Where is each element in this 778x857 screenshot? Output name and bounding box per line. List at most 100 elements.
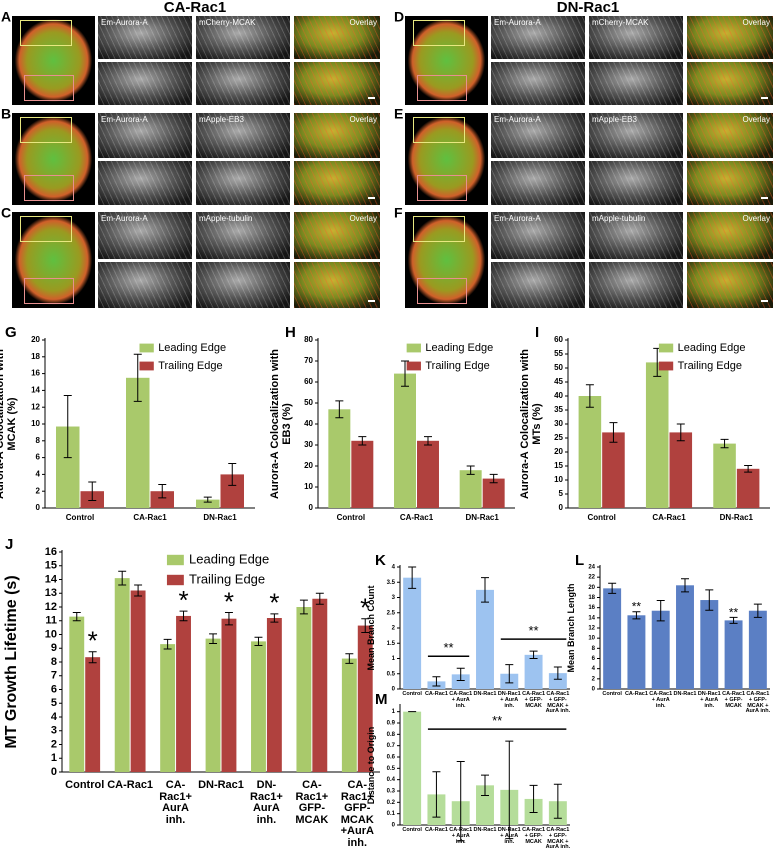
legend-swatch	[139, 343, 154, 353]
y-tick-label: 16	[588, 605, 595, 611]
micrograph	[687, 212, 773, 259]
y-tick-label: 0.9	[387, 721, 396, 727]
panel-letter: E	[394, 106, 403, 122]
y-tick-label: 7	[51, 670, 57, 682]
micrograph	[294, 160, 380, 205]
y-tick-label: 2.5	[387, 610, 396, 616]
y-tick-label: 0.3	[387, 789, 396, 795]
bar	[56, 426, 80, 508]
y-axis-label: Mean Branch Length	[566, 583, 577, 673]
bar	[482, 478, 505, 508]
legend-label: Leading Edge	[189, 551, 269, 566]
micrograph	[589, 212, 683, 259]
channel-label: Overlay	[349, 214, 377, 223]
legend-label: Trailing Edge	[425, 360, 489, 372]
y-tick-label: 20	[554, 447, 563, 456]
error-bar	[224, 612, 233, 626]
channel-label: Em-Aurora-A	[101, 18, 148, 27]
bar	[676, 585, 694, 689]
error-bar	[315, 592, 324, 605]
significance-label: **	[529, 623, 539, 638]
legend-label: Leading Edge	[158, 342, 226, 354]
error-bar	[481, 577, 489, 603]
y-tick-label: 0	[36, 503, 41, 512]
x-tick-label: Control	[587, 513, 616, 522]
micrograph	[491, 212, 585, 259]
bar	[403, 577, 422, 689]
y-tick-label: 1.5	[387, 641, 396, 647]
micrograph	[687, 113, 773, 158]
y-tick-label: 30	[554, 419, 563, 428]
channel-label: Overlay	[742, 214, 770, 223]
y-tick-label: 0.6	[387, 755, 396, 761]
x-tick-label: Control	[65, 779, 105, 791]
panel-letter: K	[375, 552, 386, 569]
error-bar	[505, 664, 514, 684]
bar	[176, 615, 191, 772]
error-bar	[529, 784, 538, 814]
channel-label: Overlay	[349, 115, 377, 124]
x-tick-label: DN-Rac1+ AurA inh.	[250, 779, 283, 826]
micrograph	[196, 160, 290, 205]
y-tick-label: 0	[309, 503, 314, 512]
y-axis-label: Aurora-A Colocalization with MCAK (%)	[0, 349, 18, 499]
bar	[736, 468, 760, 508]
x-tick-label: CA-Rac1	[652, 513, 686, 522]
error-bar	[681, 578, 689, 593]
x-tick-label: DN-Rac1	[198, 779, 244, 791]
y-axis-label: MT Growth Lifetime (s)	[2, 575, 20, 749]
y-tick-label: 10	[554, 475, 563, 484]
error-bar	[401, 360, 410, 387]
channel-label: mApple-tubulin	[199, 214, 253, 223]
micrograph	[491, 261, 585, 308]
group-title: CA-Rac1	[164, 0, 227, 16]
error-bar	[203, 496, 212, 503]
legend-label: Trailing Edge	[158, 360, 222, 372]
error-bar	[529, 650, 538, 659]
y-axis-label: Aurora-A Colocalization with EB3 (%)	[268, 349, 293, 499]
error-bar	[118, 570, 127, 586]
y-tick-label: 20	[304, 461, 313, 470]
x-tick-label: DN-Rac1 + AurA inh.	[497, 827, 521, 845]
y-tick-label: 3	[392, 595, 396, 601]
scale-bar	[368, 300, 375, 302]
y-tick-label: 70	[304, 356, 313, 365]
roi-box	[413, 117, 465, 143]
legend-swatch	[658, 343, 674, 353]
y-tick-label: 4	[392, 565, 396, 571]
panel-letter: J	[5, 536, 13, 553]
roi-box	[24, 278, 74, 304]
micrograph	[98, 212, 192, 259]
x-tick-label: Control	[336, 513, 366, 522]
error-bar	[270, 613, 279, 623]
micrograph	[98, 62, 192, 105]
scale-bar	[761, 300, 768, 302]
x-tick-label: CA-Rac1+ AurA inh.	[159, 779, 192, 826]
bar	[357, 625, 373, 772]
error-bar	[729, 616, 738, 624]
significance-label: *	[360, 592, 370, 622]
roi-box	[413, 20, 465, 46]
cell-image	[12, 212, 95, 308]
x-tick-label: CA-Rac1	[107, 779, 154, 791]
bar	[205, 638, 221, 772]
y-tick-label: 10	[304, 482, 313, 491]
y-tick-label: 10	[31, 419, 40, 428]
bar	[403, 711, 422, 825]
bar	[220, 474, 244, 508]
y-tick-label: 9	[51, 642, 57, 654]
y-tick-label: 5	[559, 489, 564, 498]
y-tick-label: 0	[392, 687, 396, 693]
channel-label: Overlay	[742, 115, 770, 124]
x-tick-label: CA-Rac1 + GFP-MCAK + AurA inh.	[745, 691, 771, 715]
x-tick-label: CA-Rac1 + AurA inh.	[449, 827, 473, 845]
legend-label: Leading Edge	[425, 342, 493, 354]
y-tick-label: 0.2	[387, 800, 396, 806]
y-tick-label: 40	[554, 391, 563, 400]
legend-swatch	[406, 343, 421, 353]
y-tick-label: 0.7	[387, 743, 396, 749]
y-tick-label: 30	[304, 440, 313, 449]
micrograph	[491, 62, 585, 105]
scale-bar	[368, 97, 375, 99]
roi-box	[413, 216, 465, 242]
